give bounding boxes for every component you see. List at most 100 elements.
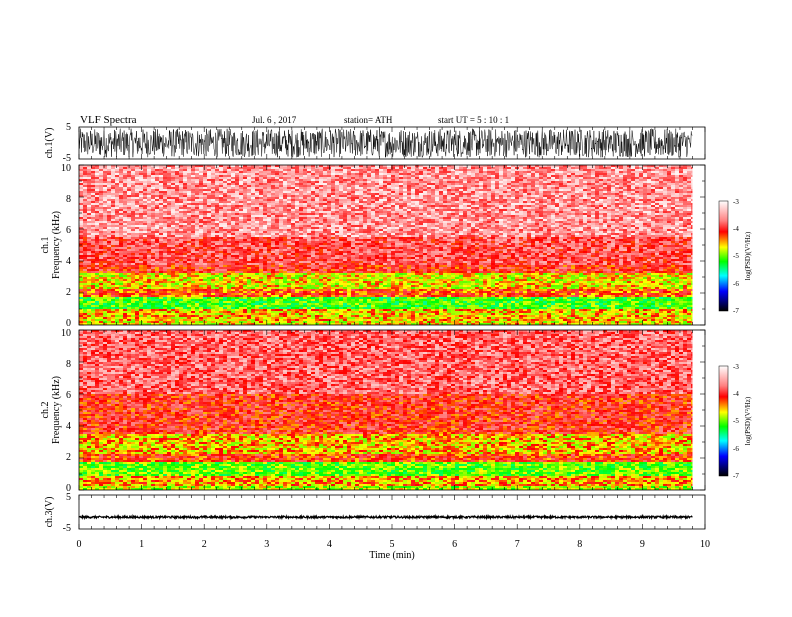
spectrogram-cell [259,205,263,207]
spectrogram-cell [683,167,687,169]
spectrogram-cell [183,189,187,191]
spectrogram-cell [83,181,87,183]
spectrogram-cell [351,201,355,203]
spectrogram-cell [267,209,271,211]
spectrogram-cell [527,207,531,209]
spectrogram-cell [447,173,451,175]
spectrogram-cell [591,207,595,209]
spectrogram-cell [187,187,191,189]
spectrogram-cell [295,183,299,185]
spectrogram-cell [675,187,679,189]
spectrogram-cell [479,179,483,181]
spectrogram-cell [255,199,259,201]
spectrogram-cell [419,207,423,209]
spectrogram-cell [419,215,423,217]
spectrogram-cell [339,167,343,169]
spectrogram-cell [463,179,467,181]
spectrogram-cell [99,221,103,223]
spectrogram-cell [543,205,547,207]
spectrogram-cell [127,199,131,201]
spectrogram-cell [403,179,407,181]
spectrogram-cell [575,221,579,223]
spectrogram-cell [219,205,223,207]
spectrogram-cell [139,175,143,177]
spectrogram-cell [511,175,515,177]
spectrogram-cell [471,197,475,199]
spectrogram-cell [351,213,355,215]
spectrogram-cell [415,201,419,203]
spectrogram-cell [215,227,219,229]
spectrogram-cell [427,167,431,169]
spectrogram-cell [423,167,427,169]
spectrogram-cell [403,167,407,169]
spectrogram-cell [387,189,391,191]
spectrogram-cell [79,205,83,207]
spectrogram-cell [663,193,667,195]
spectrogram-cell [299,221,303,223]
spectrogram-cell [395,185,399,187]
spectrogram-cell [435,171,439,173]
spectrogram-cell [179,175,183,177]
spectrogram-cell [643,191,647,193]
spectrogram-cell [347,197,351,199]
spectrogram-cell [315,193,319,195]
spectrogram-cell [439,225,443,227]
spectrogram-cell [239,195,243,197]
spectrogram-cell [283,177,287,179]
spectrogram-cell [179,223,183,225]
spectrogram-cell [679,219,683,221]
spectrogram-cell [487,219,491,221]
spectrogram-cell [479,195,483,197]
spectrogram-cell [675,191,679,193]
spectrogram-cell [231,213,235,215]
spectrogram-cell [519,175,523,177]
spectrogram-cell [339,227,343,229]
spectrogram-cell [267,199,271,201]
spectrogram-cell [155,191,159,193]
spectrogram-cell [307,201,311,203]
spectrogram-cell [487,207,491,209]
spectrogram-cell [271,199,275,201]
spectrogram-cell [347,227,351,229]
spectrogram-cell [239,181,243,183]
spectrogram-cell [647,189,651,191]
spectrogram-cell [187,183,191,185]
spectrogram-cell [239,167,243,169]
spectrogram-cell [563,177,567,179]
spectrogram-cell [259,207,263,209]
spectrogram-cell [499,223,503,225]
spectrogram-cell [279,171,283,173]
spectrogram-cell [239,171,243,173]
spectrogram-cell [595,173,599,175]
spectrogram-cell [587,211,591,213]
spectrogram-cell [479,219,483,221]
spectrogram-cell [599,205,603,207]
spectrogram-cell [343,183,347,185]
spectrogram-cell [103,175,107,177]
spectrogram-cell [675,189,679,191]
spectrogram-cell [623,227,627,229]
spectrogram-cell [427,203,431,205]
spectrogram-cell [127,185,131,187]
spectrogram-cell [615,225,619,227]
spectrogram-cell [87,207,91,209]
spectrogram-cell [311,177,315,179]
spectrogram-cell [427,185,431,187]
spectrogram-cell [475,175,479,177]
spectrogram-cell [687,199,691,201]
spectrogram-cell [119,173,123,175]
spectrogram-cell [147,215,151,217]
spectrogram-cell [547,219,551,221]
spectrogram-cell [119,185,123,187]
spectrogram-cell [115,167,119,169]
spectrogram-cell [287,197,291,199]
spectrogram-cell [191,205,195,207]
spectrogram-cell [319,197,323,199]
spectrogram-cell [563,215,567,217]
spectrogram-cell [679,167,683,169]
spectrogram-cell [447,191,451,193]
spectrogram-cell [423,195,427,197]
spectrogram-cell [159,207,163,209]
spectrogram-cell [167,215,171,217]
spectrogram-cell [119,203,123,205]
